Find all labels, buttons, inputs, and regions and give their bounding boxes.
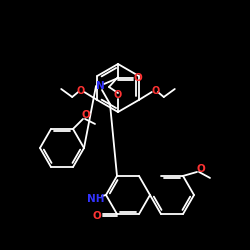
Text: N: N bbox=[96, 81, 104, 91]
Text: O: O bbox=[92, 211, 102, 221]
Text: O: O bbox=[76, 86, 84, 96]
Text: O: O bbox=[152, 86, 160, 96]
Text: O: O bbox=[134, 73, 142, 83]
Text: NH: NH bbox=[87, 194, 105, 204]
Text: O: O bbox=[196, 164, 205, 174]
Text: O: O bbox=[82, 110, 90, 120]
Text: O: O bbox=[114, 90, 122, 100]
